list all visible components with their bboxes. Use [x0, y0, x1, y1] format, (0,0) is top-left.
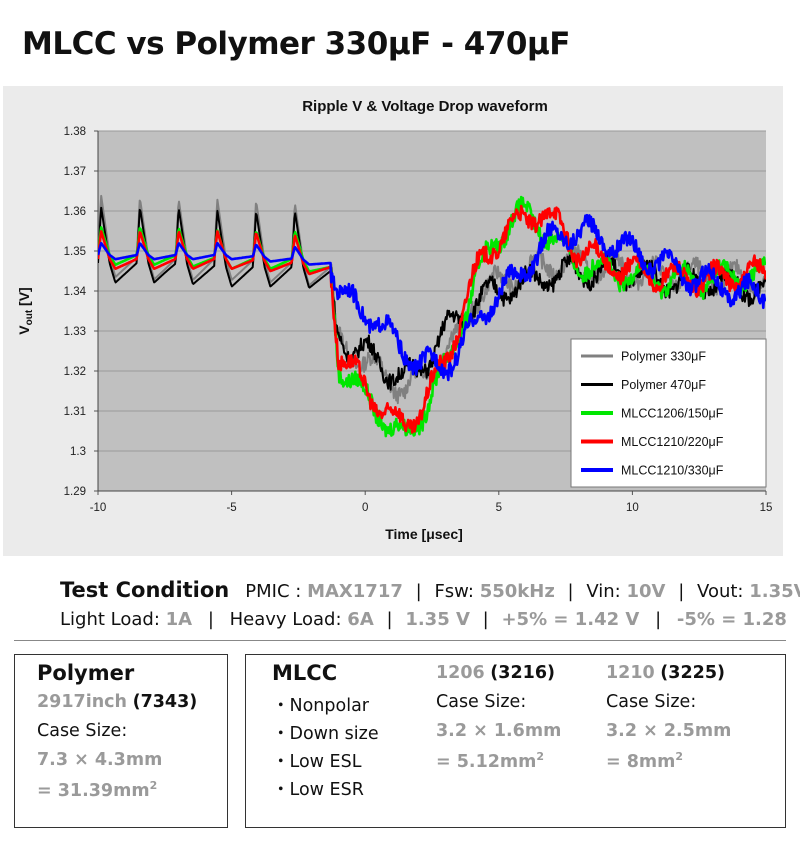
- vin-value: 10V: [626, 581, 666, 602]
- y-tick-label: 1.34: [64, 286, 87, 298]
- legend-label: MLCC1210/330μF: [621, 464, 724, 478]
- pmic-value: MAX1717: [307, 581, 403, 602]
- mlcc-feature: ・Nonpolar: [272, 696, 369, 716]
- mlcc-feature: ・Down size: [272, 724, 379, 744]
- polymer-box: Polymer 2917inch (7343) Case Size: 7.3 ×…: [14, 654, 228, 828]
- separator: |: [207, 609, 214, 630]
- polymer-dims: 7.3 × 4.3mm: [37, 750, 163, 770]
- mlcc1210-metric: (3225): [660, 663, 725, 683]
- x-tick-label: -5: [226, 502, 236, 514]
- page-title: MLCC vs Polymer 330μF - 470μF: [22, 26, 570, 62]
- x-tick-label: 5: [496, 502, 502, 514]
- light-load-value: 1A: [165, 609, 193, 630]
- legend-label: Polymer 470μF: [621, 378, 706, 392]
- test-condition-row2: Light Load: 1A | Heavy Load: 6A | 1.35 V…: [60, 609, 787, 630]
- mlcc1206-metric: (3216): [490, 663, 555, 683]
- mlcc1210-dims: 3.2 × 2.5mm: [606, 721, 732, 741]
- fsw-value: 550kHz: [479, 581, 555, 602]
- polymer-size-metric: (7343): [132, 692, 198, 712]
- y-tick-label: 1.37: [64, 166, 86, 178]
- separator: |: [567, 581, 574, 602]
- heavy-load-value: 6A: [347, 609, 374, 630]
- mlcc1210-area-value: = 8mm: [606, 751, 676, 772]
- y-tick-label: 1.35: [64, 246, 86, 258]
- x-tick-label: 10: [626, 502, 639, 514]
- y-tick-label: 1.33: [64, 326, 86, 338]
- separator: |: [415, 581, 422, 602]
- polymer-size: 2917inch (7343): [37, 692, 197, 712]
- polymer-area: = 31.39mm2: [37, 779, 157, 801]
- legend-label: MLCC1206/150μF: [621, 407, 724, 421]
- vin-label: Vin:: [586, 581, 621, 602]
- vout-label: Vout:: [697, 581, 744, 602]
- separator: |: [655, 609, 662, 630]
- mlcc-feature: ・Low ESL: [272, 752, 362, 772]
- heavy-load-label: Heavy Load:: [229, 609, 342, 630]
- nominal-voltage: 1.35 V: [405, 609, 470, 630]
- polymer-title: Polymer: [37, 661, 135, 685]
- pmic-label: PMIC :: [245, 581, 302, 602]
- mlcc1206-code: 1206 (3216): [436, 663, 555, 683]
- y-tick-label: 1.3: [70, 446, 86, 458]
- separator: |: [678, 581, 685, 602]
- mlcc-box: MLCC ・Nonpolar ・Down size ・Low ESL ・Low …: [245, 654, 786, 828]
- mlcc1206-area: = 5.12mm2: [436, 750, 544, 772]
- y-tick-label: 1.38: [64, 126, 86, 138]
- polymer-area-exp: 2: [149, 779, 158, 792]
- mlcc1206-dims: 3.2 × 1.6mm: [436, 721, 562, 741]
- mlcc-feature: ・Low ESR: [272, 780, 364, 800]
- mlcc-title: MLCC: [272, 661, 338, 685]
- x-tick-label: 15: [760, 502, 773, 514]
- y-tick-label: 1.29: [64, 486, 86, 498]
- x-tick-label: 0: [362, 502, 368, 514]
- mlcc1210-code-value: 1210: [606, 663, 655, 683]
- mlcc1210-area: = 8mm2: [606, 750, 683, 772]
- mlcc1210-code: 1210 (3225): [606, 663, 725, 683]
- legend-label: Polymer 330μF: [621, 350, 706, 364]
- x-tick-label: -10: [90, 502, 107, 514]
- light-load-label: Light Load:: [60, 609, 160, 630]
- legend-label: MLCC1210/220μF: [621, 435, 724, 449]
- mlcc1210-area-exp: 2: [675, 750, 684, 763]
- ripple-chart: 1.29 1.3 1.31 1.32 1.33 1.34 1.35 1.36 1.37 1.38 -…: [16, 98, 773, 542]
- series-line: [98, 213, 766, 382]
- chart-panel: 1.29 1.3 1.31 1.32 1.33 1.34 1.35 1.36 1.37 1.38 -…: [3, 86, 783, 556]
- test-condition-title: Test Condition: [60, 578, 230, 602]
- mlcc1210-case-size-label: Case Size:: [606, 692, 697, 712]
- mlcc1206-area-exp: 2: [536, 750, 545, 763]
- polymer-area-value: = 31.39mm: [37, 780, 150, 801]
- separator: |: [482, 609, 489, 630]
- test-condition-row1: Test Condition PMIC : MAX1717 | Fsw: 550k…: [60, 578, 800, 602]
- x-axis-label: Time [μsec]: [385, 526, 463, 542]
- y-tick-label: 1.36: [64, 206, 86, 218]
- y-tick-label: 1.31: [64, 406, 86, 418]
- fsw-label: Fsw:: [434, 581, 474, 602]
- y-tick-label: 1.32: [64, 366, 86, 378]
- plus-tolerance: +5% = 1.42 V: [501, 609, 640, 630]
- vout-value: 1.35V: [749, 581, 800, 602]
- chart-title: Ripple V & Voltage Drop waveform: [302, 98, 548, 115]
- mlcc1206-code-value: 1206: [436, 663, 485, 683]
- minus-tolerance: -5% = 1.28: [676, 609, 787, 630]
- mlcc1206-area-value: = 5.12mm: [436, 751, 537, 772]
- polymer-size-inch: 2917inch: [37, 692, 127, 712]
- mlcc1206-case-size-label: Case Size:: [436, 692, 527, 712]
- separator: |: [386, 609, 393, 630]
- series-line: [98, 204, 766, 434]
- polymer-case-size-label: Case Size:: [37, 721, 128, 741]
- y-axis-label: Vout [V]: [16, 287, 35, 334]
- divider: [14, 640, 786, 641]
